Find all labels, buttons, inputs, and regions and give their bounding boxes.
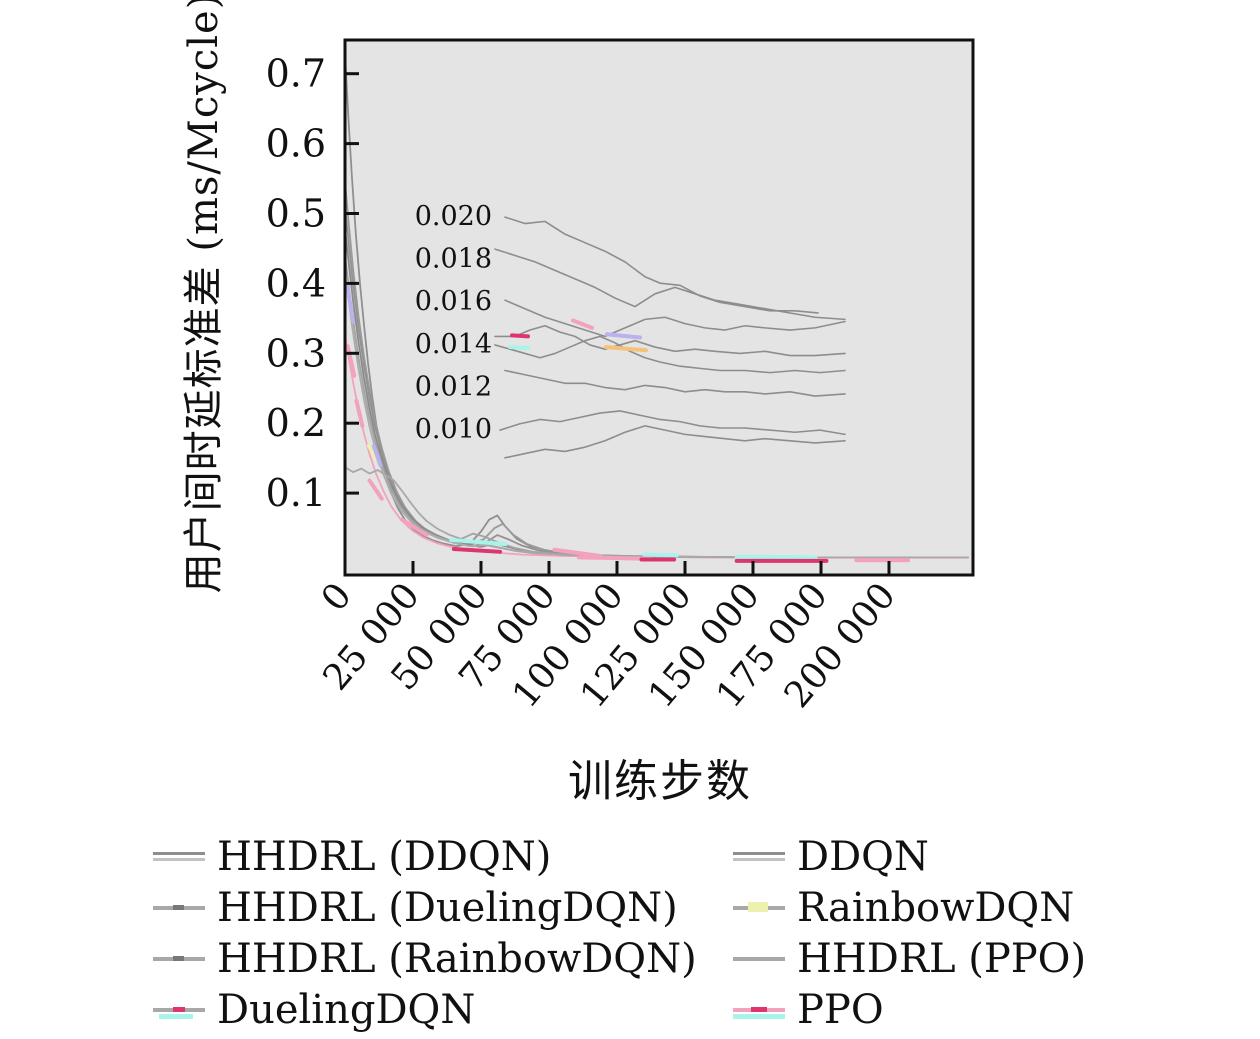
legend-marker-line — [733, 950, 785, 968]
inset-value-label: 0.018 — [415, 244, 492, 275]
legend-item: DDQN — [733, 831, 1086, 882]
inset-highlight-segment — [510, 333, 530, 339]
legend-label: HHDRL (DDQN) — [217, 833, 552, 880]
legend-marker-line — [153, 1001, 205, 1019]
legend-marker-line — [733, 1001, 785, 1019]
legend-label: RainbowDQN — [797, 884, 1075, 931]
inset-series — [494, 335, 846, 374]
series-highlight-segment — [354, 398, 365, 428]
legend-column-right: DDQN RainbowDQN HHDRL (PPO) PPO — [733, 831, 1086, 1035]
legend-label: DDQN — [797, 833, 929, 880]
inset-series — [499, 410, 846, 436]
legend-label: HHDRL (PPO) — [797, 935, 1087, 982]
inset-series — [504, 369, 846, 397]
legend-item: PPO — [733, 984, 1086, 1035]
legend-label: PPO — [797, 986, 884, 1033]
y-tick-label: 0.3 — [266, 331, 326, 375]
series-highlight-segment — [576, 555, 652, 561]
inset-highlight-segment — [605, 332, 642, 340]
y-tick-label: 0.2 — [266, 401, 326, 445]
legend-item: HHDRL (PPO) — [733, 933, 1086, 984]
inset-highlight-segment — [508, 345, 530, 351]
series-highlight-segment — [346, 344, 357, 378]
legend-marker-line — [733, 899, 785, 917]
series-highlight-segment — [367, 478, 384, 501]
series-highlight-segment — [400, 517, 429, 538]
legend-item: DuelingDQN — [153, 984, 697, 1035]
inset-series — [504, 299, 846, 338]
inset-value-label: 0.020 — [415, 201, 492, 232]
x-axis-title: 训练步数 — [568, 756, 752, 807]
legend-marker-line — [153, 848, 205, 866]
legend-item: RainbowDQN — [733, 882, 1086, 933]
inset-value-label: 0.012 — [415, 371, 492, 402]
series-highlight-segment — [552, 547, 603, 559]
series-highlight-segment — [451, 547, 503, 554]
plot-background — [345, 40, 973, 575]
series-highlight-segment — [371, 444, 383, 468]
inset-series — [504, 425, 846, 459]
legend-marker-line — [153, 950, 205, 968]
y-tick-label: 0.4 — [266, 261, 326, 305]
series-highlight-segment — [642, 552, 679, 558]
inset-value-label: 0.010 — [415, 414, 492, 445]
x-tick-label: 0 — [314, 575, 360, 619]
legend-label: HHDRL (DuelingDQN) — [217, 884, 678, 931]
inset-series — [494, 248, 846, 321]
legend-item: HHDRL (RainbowDQN) — [153, 933, 697, 984]
legend-label: DuelingDQN — [217, 986, 476, 1033]
y-tick-label: 0.1 — [266, 471, 326, 515]
legend-item: HHDRL (DuelingDQN) — [153, 882, 697, 933]
plot-border — [343, 38, 975, 577]
legend-label: HHDRL (RainbowDQN) — [217, 935, 697, 982]
y-tick-label: 0.7 — [266, 52, 326, 96]
inset-value-label: 0.016 — [415, 286, 492, 317]
series-highlight-segment — [734, 554, 818, 560]
y-tick-label: 0.5 — [266, 192, 326, 236]
inset-highlight-segment — [604, 345, 648, 353]
series-highlight-segment — [449, 537, 508, 547]
inset-highlight-segment — [571, 318, 594, 330]
inset-value-label: 0.014 — [415, 329, 492, 360]
y-tick-label: 0.6 — [266, 122, 326, 166]
inset-series — [494, 324, 846, 357]
series-highlight-segment — [366, 443, 379, 462]
legend-marker-line — [153, 899, 205, 917]
legend-marker-line — [733, 848, 785, 866]
series-highlight-segment — [346, 284, 356, 324]
legend-column-left: HHDRL (DDQN) HHDRL (DuelingDQN) HHDRL (R… — [153, 831, 697, 1035]
inset-series — [504, 216, 819, 314]
legend-item: HHDRL (DDQN) — [153, 831, 697, 882]
